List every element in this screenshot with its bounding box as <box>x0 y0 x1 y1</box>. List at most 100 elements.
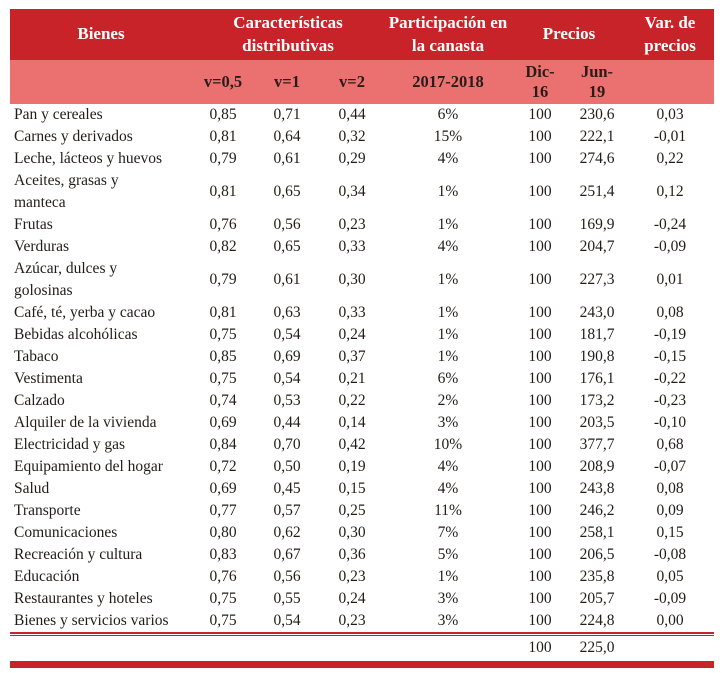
cell-v05: 0,81 <box>209 304 237 321</box>
cell-v2: 0,37 <box>338 348 366 365</box>
separator-rule <box>10 632 714 636</box>
table-row: Frutas 0,76 0,56 0,23 1% 100 169,9 -0,24 <box>10 214 714 236</box>
cell-jun19: 169,9 <box>579 216 615 233</box>
cell-dic16: 100 <box>528 183 552 200</box>
cell-jun19: 208,9 <box>579 458 615 475</box>
subheader-jun19: Jun- 19 <box>568 60 626 104</box>
table-row: Carnes y derivados 0,81 0,64 0,32 15% 100 222,… <box>10 126 714 148</box>
cell-v2: 0,23 <box>338 568 366 585</box>
table-head: Bienes Características distributivas Par… <box>10 9 714 104</box>
cell-v05: 0,85 <box>209 106 237 123</box>
cell-jun19: 246,2 <box>579 502 615 519</box>
cell-v1: 0,69 <box>273 348 301 365</box>
table-row: Transporte 0,77 0,57 0,25 11% 100 246,2 0,09 <box>10 500 714 522</box>
table-row: Comunicaciones 0,80 0,62 0,30 7% 100 258,1 0,15 <box>10 522 714 544</box>
table-row: Aceites, grasas y manteca 0,81 0,65 0,34 1% 1… <box>10 170 714 214</box>
cell-var: 0,68 <box>656 436 684 453</box>
cell-share: 11% <box>434 502 462 519</box>
col-header-precios: Precios <box>512 9 626 60</box>
cell-v2: 0,24 <box>338 590 366 607</box>
cell-v2: 0,24 <box>338 326 366 343</box>
cell-jun19: 190,8 <box>579 348 615 365</box>
cell-empty <box>10 636 192 660</box>
table-body: Pan y cereales 0,85 0,71 0,44 6% 100 230,6 0,03… <box>10 104 714 632</box>
subheader-row: v=0,5 v=1 v=2 2017-2018 Dic- 16 Jun- 19 <box>10 60 714 104</box>
cell-share: 10% <box>433 436 463 453</box>
table-row: Recreación y cultura 0,83 0,67 0,36 5% 100 206… <box>10 544 714 566</box>
table-row: Calzado 0,74 0,53 0,22 2% 100 173,2 -0,23 <box>10 390 714 412</box>
cell-v05: 0,85 <box>209 348 237 365</box>
subheader-dic16: Dic- 16 <box>512 60 568 104</box>
table-row: Equipamiento del hogar 0,72 0,50 0,19 4% 100 2… <box>10 456 714 478</box>
table-row: Azúcar, dulces y golosinas 0,79 0,61 0,30 1%… <box>10 258 714 302</box>
cell-dic16: 100 <box>528 370 552 387</box>
cell-name: Restaurantes y hoteles <box>14 590 153 607</box>
cell-share: 5% <box>437 546 459 563</box>
cell-name: Educación <box>14 568 80 585</box>
cell-v2: 0,14 <box>338 414 366 431</box>
cell-dic16: 100 <box>528 150 552 167</box>
cell-v05: 0,75 <box>209 612 237 629</box>
cell-v1: 0,71 <box>273 106 301 123</box>
cell-v05: 0,81 <box>209 183 237 200</box>
cell-jun19: 206,5 <box>579 546 615 563</box>
table-row: Restaurantes y hoteles 0,75 0,55 0,24 3% 100 2… <box>10 588 714 610</box>
cell-jun19: 251,4 <box>579 183 615 200</box>
cell-dic16: 100 <box>528 458 552 475</box>
cell-name: Transporte <box>14 502 81 519</box>
cell-share: 1% <box>437 304 459 321</box>
table-row: Electricidad y gas 0,84 0,70 0,42 10% 100 377,… <box>10 434 714 456</box>
cell-v1: 0,64 <box>273 128 301 145</box>
cell-name: Bienes y servicios varios <box>14 612 169 629</box>
cell-var: -0,24 <box>653 216 687 233</box>
cell-dic16: 100 <box>528 524 552 541</box>
cell-var: -0,07 <box>653 458 687 475</box>
cell-v1: 0,56 <box>273 216 301 233</box>
table-row: Café, té, yerba y cacao 0,81 0,63 0,33 1% 100… <box>10 302 714 324</box>
cell-jun19: 227,3 <box>579 271 615 288</box>
cell-v1: 0,53 <box>273 392 301 409</box>
table-row: Educación 0,76 0,56 0,23 1% 100 235,8 0,05 <box>10 566 714 588</box>
cell-share: 3% <box>437 590 459 607</box>
cell-empty <box>192 636 254 660</box>
cell-var: -0,15 <box>653 348 687 365</box>
cell-share: 3% <box>437 414 459 431</box>
cell-name: Salud <box>14 480 50 497</box>
cell-share: 3% <box>437 612 459 629</box>
subheader-period: 2017-2018 <box>384 60 512 104</box>
cell-v1: 0,61 <box>273 150 301 167</box>
cell-v1: 0,65 <box>273 183 301 200</box>
cell-v1: 0,63 <box>273 304 301 321</box>
cell-dic16: 100 <box>528 480 552 497</box>
cell-v05: 0,84 <box>209 436 237 453</box>
cell-name: Verduras <box>14 238 70 255</box>
cell-dic16: 100 <box>528 271 552 288</box>
cell-name: Café, té, yerba y cacao <box>14 304 156 321</box>
cell-share: 7% <box>437 524 459 541</box>
subheader-empty-var <box>626 60 714 104</box>
table-row: Verduras 0,82 0,65 0,33 4% 100 204,7 -0,09 <box>10 236 714 258</box>
cell-v1: 0,70 <box>273 436 301 453</box>
bottom-rule <box>10 661 714 668</box>
cell-v05: 0,72 <box>209 458 237 475</box>
cell-dic16: 100 <box>528 348 552 365</box>
cell-var: -0,10 <box>653 414 687 431</box>
cell-jun19: 176,1 <box>579 370 615 387</box>
cell-v05: 0,76 <box>209 568 237 585</box>
cell-v2: 0,34 <box>338 183 366 200</box>
cell-name: Azúcar, dulces y golosinas <box>14 260 118 299</box>
cell-v1: 0,45 <box>273 480 301 497</box>
cell-var: -0,01 <box>653 128 687 145</box>
cell-name: Equipamiento del hogar <box>14 458 163 475</box>
cell-v1: 0,44 <box>273 414 301 431</box>
header-row: Bienes Características distributivas Par… <box>10 9 714 60</box>
table-row: Bebidas alcohólicas 0,75 0,54 0,24 1% 100 181,… <box>10 324 714 346</box>
summary-row: 100 225,0 <box>10 636 714 660</box>
cell-dic16: 100 <box>528 436 552 453</box>
cell-v2: 0,21 <box>338 370 366 387</box>
cell-v2: 0,33 <box>338 304 366 321</box>
cell-var: 0,08 <box>656 480 684 497</box>
cell-v1: 0,50 <box>273 458 301 475</box>
cell-v2: 0,19 <box>338 458 366 475</box>
